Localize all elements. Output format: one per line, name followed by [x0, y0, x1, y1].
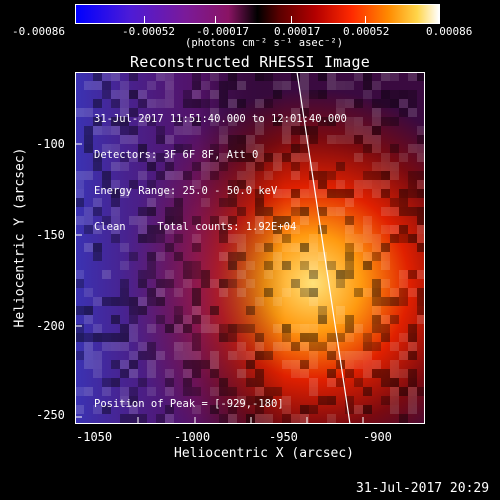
- y-tick-label: -100: [36, 137, 65, 151]
- time-range-text: 31-Jul-2017 11:51:40.000 to 12:01:40.000: [94, 113, 347, 125]
- peak-position-text: Position of Peak = [-929,-180]: [94, 398, 284, 410]
- image-cool-region: [75, 72, 425, 424]
- x-tick-label: -900: [363, 430, 392, 444]
- y-axis-title: Heliocentric Y (arcsec): [12, 147, 28, 328]
- plot-title: Reconstructed RHESSI Image: [130, 53, 370, 71]
- plot-frame: [75, 72, 425, 424]
- rhessi-image: [75, 72, 425, 424]
- colorbar-tick-label: -0.00052: [122, 25, 175, 38]
- timestamp: 31-Jul-2017 20:29: [356, 481, 490, 496]
- clean-counts-text: Clean Total counts: 1.92E+04: [94, 221, 297, 233]
- y-tick-label: -200: [36, 319, 65, 333]
- y-tick-label: -150: [36, 228, 65, 242]
- y-tick-label: -250: [36, 408, 65, 422]
- energy-range-text: Energy Range: 25.0 - 50.0 keV: [94, 185, 278, 197]
- colorbar-tick-label: 0.00017: [274, 25, 321, 38]
- colorbar: [75, 4, 440, 24]
- detectors-text: Detectors: 3F 6F 8F, Att 0: [94, 149, 259, 161]
- colorbar-tick-label: 0.00052: [343, 25, 390, 38]
- x-tick-label: -1000: [174, 430, 211, 444]
- x-tick-label: -950: [269, 430, 298, 444]
- solar-limb-line: [296, 72, 351, 424]
- x-axis-title: Heliocentric X (arcsec): [174, 446, 355, 461]
- x-tick-label: -1050: [76, 430, 113, 444]
- colorbar-tick-label: -0.00086: [12, 25, 65, 38]
- colorbar-tick-label: -0.00017: [196, 25, 249, 38]
- image-pixel-texture: [75, 72, 425, 424]
- colorbar-units: (photons cm⁻² s⁻¹ asec⁻²): [185, 37, 344, 49]
- colorbar-tick-label: 0.00086: [426, 25, 473, 38]
